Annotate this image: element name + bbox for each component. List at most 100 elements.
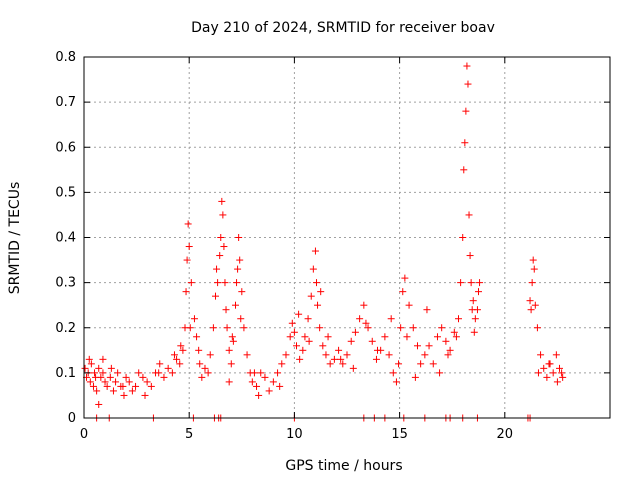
data-point bbox=[255, 391, 263, 399]
chart-title: Day 210 of 2024, SRMTID for receiver boa… bbox=[191, 20, 495, 36]
data-point bbox=[193, 333, 201, 341]
data-point bbox=[467, 279, 475, 287]
data-point bbox=[201, 364, 209, 372]
data-point bbox=[212, 292, 219, 300]
data-point bbox=[459, 234, 467, 241]
data-point bbox=[401, 274, 409, 282]
data-point bbox=[392, 378, 400, 386]
data-point bbox=[235, 234, 243, 241]
data-point bbox=[464, 80, 472, 88]
data-point bbox=[198, 373, 206, 381]
data-point bbox=[85, 355, 93, 363]
data-point bbox=[196, 360, 204, 368]
data-point bbox=[469, 297, 477, 305]
data-point bbox=[190, 315, 198, 323]
data-point bbox=[141, 391, 149, 399]
data-point bbox=[466, 252, 474, 260]
data-point bbox=[261, 373, 269, 381]
data-point bbox=[455, 315, 463, 323]
x-tick-label: 0 bbox=[80, 427, 88, 442]
y-tick-label: 0.4 bbox=[55, 231, 76, 246]
data-point bbox=[288, 319, 296, 327]
data-point bbox=[417, 360, 425, 368]
data-point bbox=[120, 391, 128, 399]
data-point bbox=[362, 319, 370, 327]
data-point bbox=[265, 387, 273, 395]
data-point bbox=[173, 355, 181, 363]
data-point bbox=[253, 382, 261, 390]
data-point bbox=[237, 315, 245, 323]
data-point bbox=[339, 360, 347, 368]
data-point bbox=[337, 355, 345, 363]
data-point bbox=[543, 373, 551, 381]
data-point bbox=[290, 328, 298, 336]
data-point bbox=[317, 288, 325, 296]
data-point bbox=[128, 387, 136, 395]
data-point bbox=[343, 351, 351, 359]
data-point bbox=[461, 139, 469, 147]
data-point bbox=[195, 346, 203, 354]
data-point bbox=[170, 351, 178, 359]
data-point bbox=[243, 351, 251, 359]
data-point bbox=[368, 337, 376, 345]
data-point bbox=[309, 265, 317, 273]
data-point bbox=[99, 355, 107, 363]
data-point bbox=[184, 220, 192, 228]
data-point bbox=[209, 324, 217, 332]
data-point bbox=[269, 378, 277, 386]
data-point bbox=[326, 360, 334, 368]
data-point bbox=[299, 346, 307, 354]
data-point bbox=[92, 373, 100, 381]
data-point bbox=[231, 301, 239, 309]
data-point bbox=[476, 279, 484, 287]
data-point bbox=[217, 234, 225, 241]
data-point bbox=[278, 360, 286, 368]
data-point bbox=[295, 310, 303, 318]
data-point bbox=[387, 315, 395, 323]
data-point bbox=[177, 342, 185, 350]
data-point bbox=[218, 197, 226, 205]
data-point bbox=[225, 378, 233, 386]
data-point bbox=[248, 378, 256, 386]
data-point bbox=[381, 333, 389, 341]
data-point bbox=[349, 364, 357, 372]
data-point bbox=[433, 333, 441, 341]
data-point bbox=[421, 351, 429, 359]
data-point bbox=[553, 378, 561, 386]
data-point bbox=[531, 301, 539, 309]
data-point bbox=[106, 373, 114, 381]
data-point bbox=[238, 288, 246, 296]
data-point bbox=[219, 211, 227, 219]
data-point bbox=[395, 360, 403, 368]
data-point bbox=[360, 301, 368, 309]
data-point bbox=[119, 382, 127, 390]
data-point bbox=[274, 369, 282, 377]
data-point bbox=[227, 360, 235, 368]
data-point bbox=[176, 360, 184, 368]
data-point bbox=[185, 243, 193, 251]
data-point bbox=[411, 373, 419, 381]
data-point bbox=[233, 279, 241, 287]
data-point bbox=[549, 369, 557, 377]
data-point bbox=[183, 256, 191, 264]
data-point bbox=[405, 301, 413, 309]
data-point bbox=[204, 369, 212, 377]
data-point bbox=[552, 351, 560, 359]
data-point bbox=[403, 333, 411, 341]
data-point bbox=[319, 342, 327, 350]
x-tick-label: 10 bbox=[286, 427, 303, 442]
data-point bbox=[307, 292, 315, 300]
data-point bbox=[540, 364, 548, 372]
data-point bbox=[314, 301, 322, 309]
data-point bbox=[182, 288, 190, 296]
data-point bbox=[229, 337, 237, 345]
data-point bbox=[463, 62, 471, 70]
data-point bbox=[95, 364, 103, 372]
data-point bbox=[250, 369, 258, 377]
data-point bbox=[351, 328, 359, 336]
data-point bbox=[135, 369, 143, 377]
data-point bbox=[236, 256, 244, 264]
axis-ticks: 0 0.1 0.2 0.3 0.4 0.5 0.6 0.7 0.8 0 5 10 15 20 bbox=[55, 50, 610, 442]
data-point bbox=[305, 337, 313, 345]
